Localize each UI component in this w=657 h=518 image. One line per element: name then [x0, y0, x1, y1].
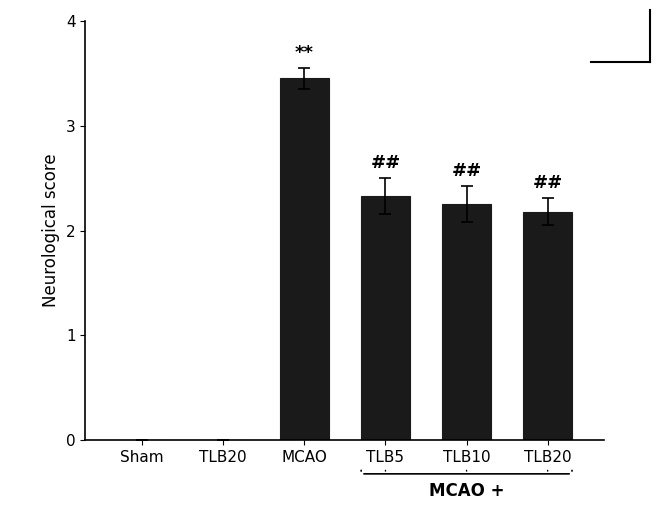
Bar: [280, 78, 328, 440]
Text: ##: ##: [533, 174, 563, 192]
Text: ##: ##: [371, 154, 401, 172]
Bar: [361, 196, 410, 440]
Bar: [442, 204, 491, 440]
Text: **: **: [295, 44, 314, 62]
Y-axis label: Neurological score: Neurological score: [43, 154, 60, 307]
Bar: [524, 212, 572, 440]
Text: ##: ##: [451, 162, 482, 180]
Text: MCAO +: MCAO +: [429, 482, 505, 500]
